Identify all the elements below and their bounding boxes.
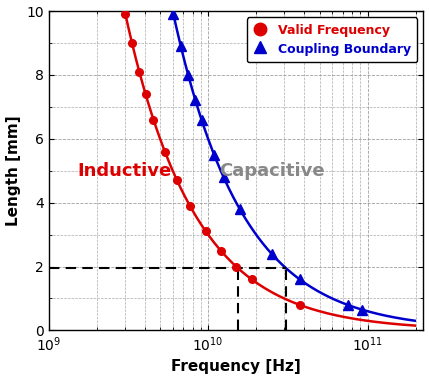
X-axis label: Frequency [Hz]: Frequency [Hz]: [171, 359, 301, 374]
Text: Capacitive: Capacitive: [219, 162, 324, 180]
Y-axis label: Length [mm]: Length [mm]: [6, 116, 21, 226]
Text: Inductive: Inductive: [78, 162, 172, 180]
Legend: Valid Frequency, Coupling Boundary: Valid Frequency, Coupling Boundary: [247, 17, 417, 62]
